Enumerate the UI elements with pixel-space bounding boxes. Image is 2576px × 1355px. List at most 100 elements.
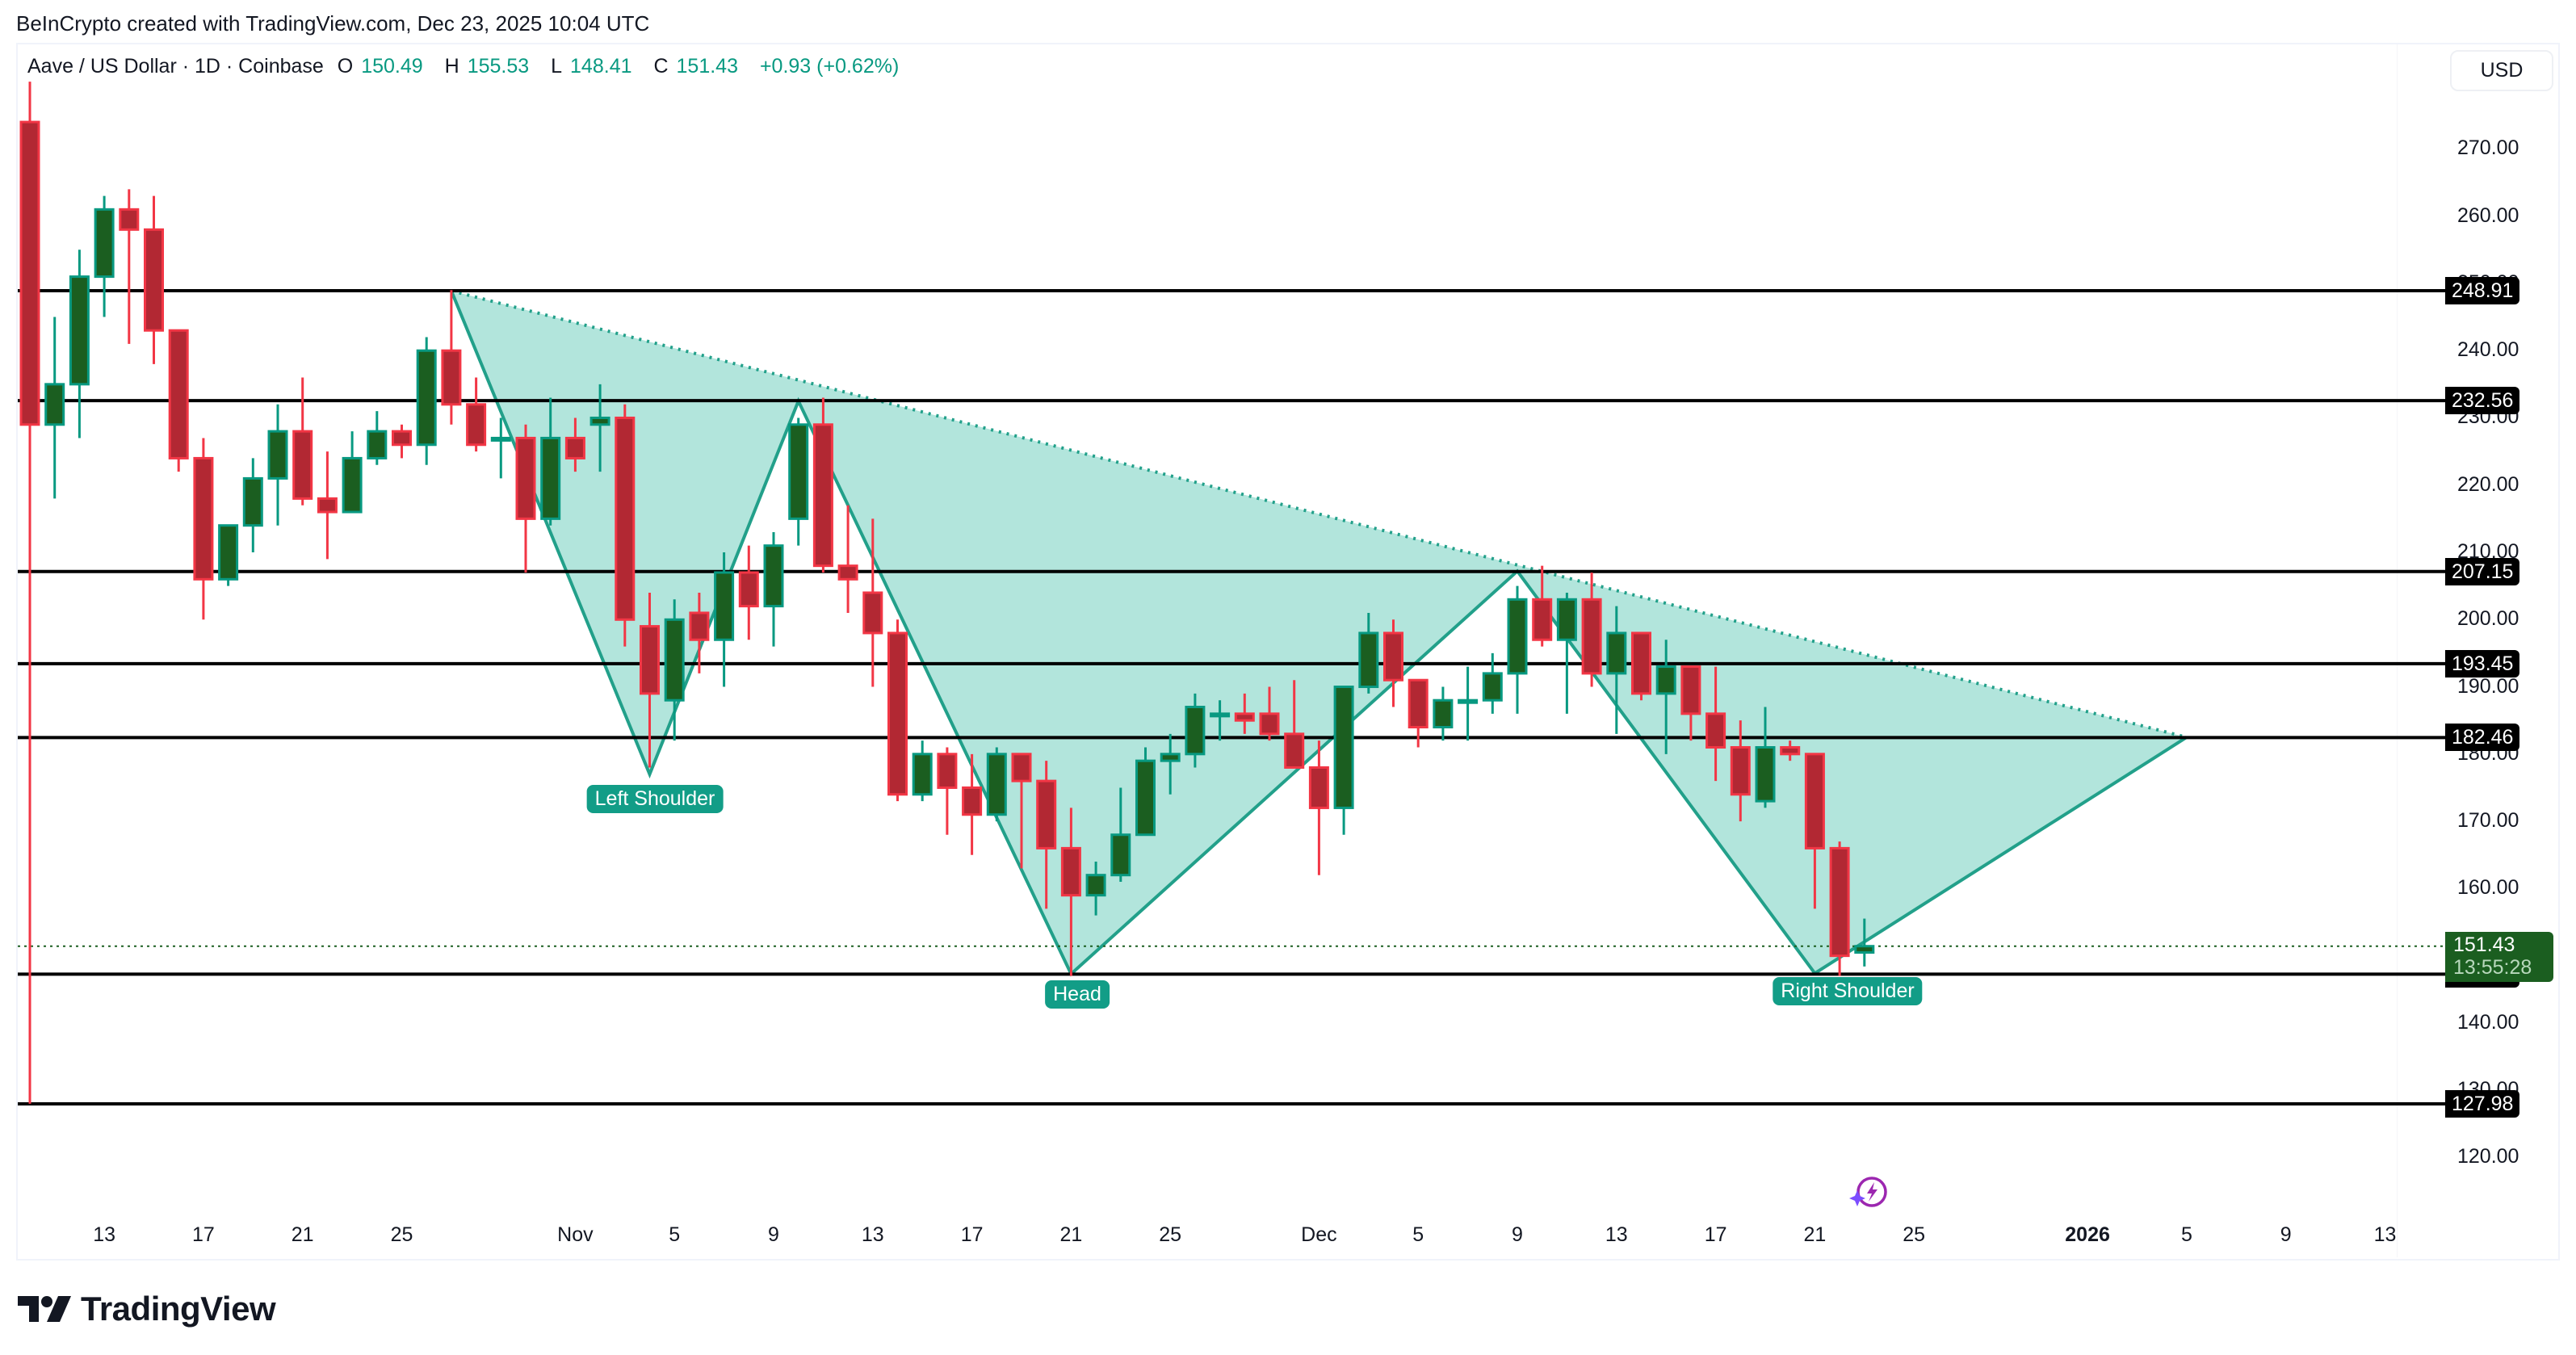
current-price: 151.43 <box>2453 933 2515 956</box>
candle <box>1655 640 1676 754</box>
time-tick: 21 <box>291 1223 314 1246</box>
currency-button[interactable]: USD <box>2450 50 2553 91</box>
tradingview-logo-text: TradingView <box>81 1290 276 1328</box>
time-tick: Dec <box>1301 1223 1337 1246</box>
candle <box>367 411 388 465</box>
candle <box>1804 753 1825 909</box>
candle <box>1730 720 1751 822</box>
time-tick: 13 <box>1605 1223 1628 1246</box>
candle <box>812 397 833 573</box>
close-value: 151.43 <box>676 55 738 78</box>
candle <box>1705 666 1726 782</box>
candle <box>1234 693 1255 734</box>
current-price-badge: 151.43 13:55:28 <box>2445 932 2553 982</box>
candle <box>1854 918 1875 967</box>
candle <box>1458 666 1479 741</box>
price-tick: 160.00 <box>2457 876 2519 900</box>
candle <box>1135 747 1156 837</box>
candle <box>1110 787 1131 883</box>
candle <box>515 424 536 573</box>
price-tick: 140.00 <box>2457 1010 2519 1034</box>
candle <box>1060 808 1081 976</box>
time-tick: 5 <box>2180 1223 2192 1246</box>
candle <box>986 747 1007 822</box>
candle <box>94 195 115 317</box>
candle <box>1085 862 1106 916</box>
time-tick: 25 <box>1903 1223 1926 1246</box>
candle <box>1210 700 1231 741</box>
candle <box>1160 733 1181 795</box>
candle <box>837 505 858 613</box>
candle <box>490 417 511 479</box>
candle <box>1507 585 1528 714</box>
pattern-fill <box>451 291 2187 975</box>
head-label: Head <box>1045 980 1110 1009</box>
candle <box>1433 686 1454 741</box>
candle <box>589 384 610 472</box>
candle <box>714 552 735 687</box>
high-label: H <box>444 55 459 78</box>
candle <box>763 532 784 647</box>
candle <box>144 195 164 364</box>
candle <box>44 317 65 499</box>
low-label: L <box>551 55 563 78</box>
candle <box>218 524 239 586</box>
candle <box>19 82 40 1104</box>
price-tick: 120.00 <box>2457 1145 2519 1168</box>
candle <box>392 424 412 459</box>
candle <box>540 397 561 526</box>
change-value: +0.93 (+0.62%) <box>759 55 900 78</box>
candle <box>1333 686 1354 835</box>
time-tick: 5 <box>1412 1223 1424 1246</box>
time-tick: 13 <box>861 1223 884 1246</box>
candle <box>441 290 462 425</box>
level-price-label: 193.45 <box>2445 649 2520 678</box>
price-tick: 260.00 <box>2457 203 2519 227</box>
time-tick: 2026 <box>2065 1223 2110 1246</box>
symbol-legend: Aave / US Dollar · 1D · Coinbase O 150.49… <box>27 55 907 78</box>
time-tick: Nov <box>557 1223 594 1246</box>
candle <box>267 404 288 526</box>
time-tick: 25 <box>390 1223 413 1246</box>
candle <box>1556 592 1577 714</box>
close-label: C <box>653 55 669 78</box>
candle <box>937 747 958 835</box>
tradingview-logo[interactable]: TradingView <box>18 1290 276 1328</box>
time-tick: 5 <box>669 1223 681 1246</box>
candle <box>119 189 140 344</box>
candle <box>912 740 933 802</box>
candle <box>292 377 313 506</box>
candle <box>1482 652 1503 714</box>
candle <box>564 417 585 472</box>
candle <box>1755 707 1776 808</box>
chart-credit: BeInCrypto created with TradingView.com,… <box>16 11 650 36</box>
candle <box>1011 753 1032 869</box>
candle <box>317 451 338 560</box>
candle <box>1185 693 1206 768</box>
candle <box>1780 740 1801 761</box>
level-price-label: 248.91 <box>2445 277 2520 304</box>
candle <box>1036 761 1057 909</box>
candle <box>193 438 214 620</box>
candle <box>1358 612 1379 694</box>
candle <box>1408 678 1429 748</box>
candle <box>1308 740 1329 875</box>
bar-countdown: 13:55:28 <box>2453 956 2532 979</box>
price-tick: 270.00 <box>2457 136 2519 160</box>
candle <box>69 250 90 438</box>
time-tick: 13 <box>93 1223 115 1246</box>
time-tick: 9 <box>768 1223 779 1246</box>
candle <box>962 753 983 855</box>
tradingview-logo-icon <box>18 1296 71 1322</box>
time-tick: 21 <box>1803 1223 1827 1246</box>
level-price-label: 127.98 <box>2445 1089 2520 1118</box>
candle <box>1606 606 1627 734</box>
candle <box>887 619 908 802</box>
low-value: 148.41 <box>570 55 632 78</box>
lightning-event-icon[interactable] <box>1848 1173 1890 1219</box>
time-tick: 21 <box>1059 1223 1083 1246</box>
time-tick: 17 <box>1704 1223 1727 1246</box>
left-shoulder-label: Left Shoulder <box>586 785 724 813</box>
symbol-name: Aave / US Dollar · 1D · Coinbase <box>27 55 324 78</box>
